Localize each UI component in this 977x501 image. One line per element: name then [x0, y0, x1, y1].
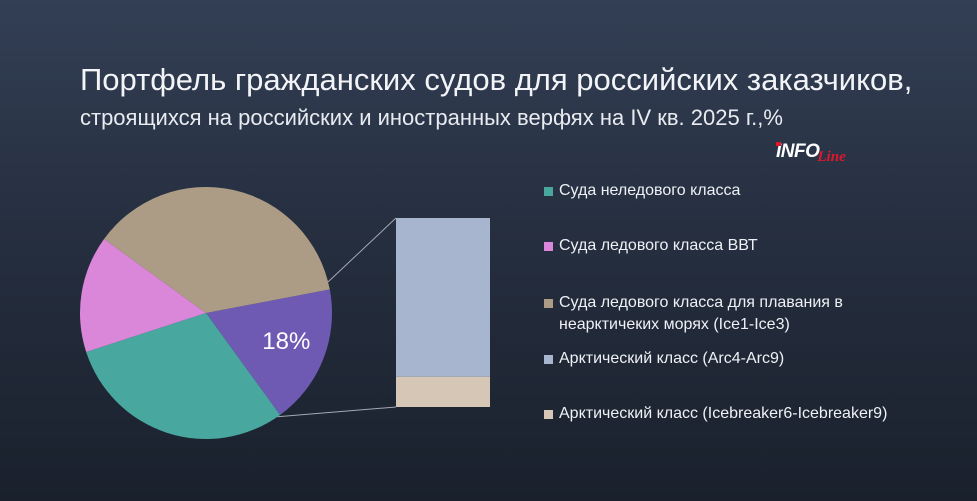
legend-label: Суда неледового класса [559, 182, 741, 199]
connector-line-1 [277, 406, 397, 418]
legend-label: Суда ледового класса для плавания в неар… [559, 294, 843, 333]
legend-item-ice-vvt: Суда ледового класса ВВТ [544, 235, 919, 257]
legend-swatch [544, 187, 553, 196]
chart-title: Портфель гражданских судов для российски… [80, 62, 913, 97]
breakdown-bar [396, 218, 490, 407]
data-labels: 18% [262, 328, 310, 355]
legend-swatch [544, 242, 553, 251]
pie-chart [80, 186, 333, 440]
legend-label: Суда ледового класса ВВТ [559, 237, 758, 254]
infoline-logo: INFOLine [776, 140, 848, 165]
bar-segment-0 [396, 218, 490, 377]
chart-subtitle: строящихся на российских и иностранных в… [80, 105, 783, 130]
legend-label: Арктический класс (Icebreaker6-Icebreake… [559, 405, 888, 422]
legend-item-arc4-arc9: Арктический класс (Arc4-Arc9) [544, 348, 919, 370]
legend-swatch [544, 355, 553, 364]
legend-item-icebreaker: Арктический класс (Icebreaker6-Icebreake… [544, 403, 919, 425]
bar-segment-1 [396, 376, 490, 407]
legend-swatch [544, 299, 553, 308]
logo-sub-text: Line [817, 149, 846, 165]
legend-item-non-ice: Суда неледового класса [544, 180, 919, 202]
pie-slice-3 [206, 289, 333, 415]
pie-slice-1 [80, 238, 206, 352]
connector-line-0 [327, 217, 397, 283]
legend-label: Арктический класс (Arc4-Arc9) [559, 350, 785, 367]
pie-slice-0 [86, 313, 281, 440]
logo-accent-mark [776, 142, 781, 146]
pie-slice-2 [104, 186, 330, 313]
logo-main-text: INFO [776, 141, 820, 162]
slice-data-label: 18% [262, 328, 310, 355]
connector-lines [277, 217, 397, 418]
legend-item-ice-nonarctic: Суда ледового класса для плавания в неар… [544, 292, 919, 336]
legend-swatch [544, 410, 553, 419]
